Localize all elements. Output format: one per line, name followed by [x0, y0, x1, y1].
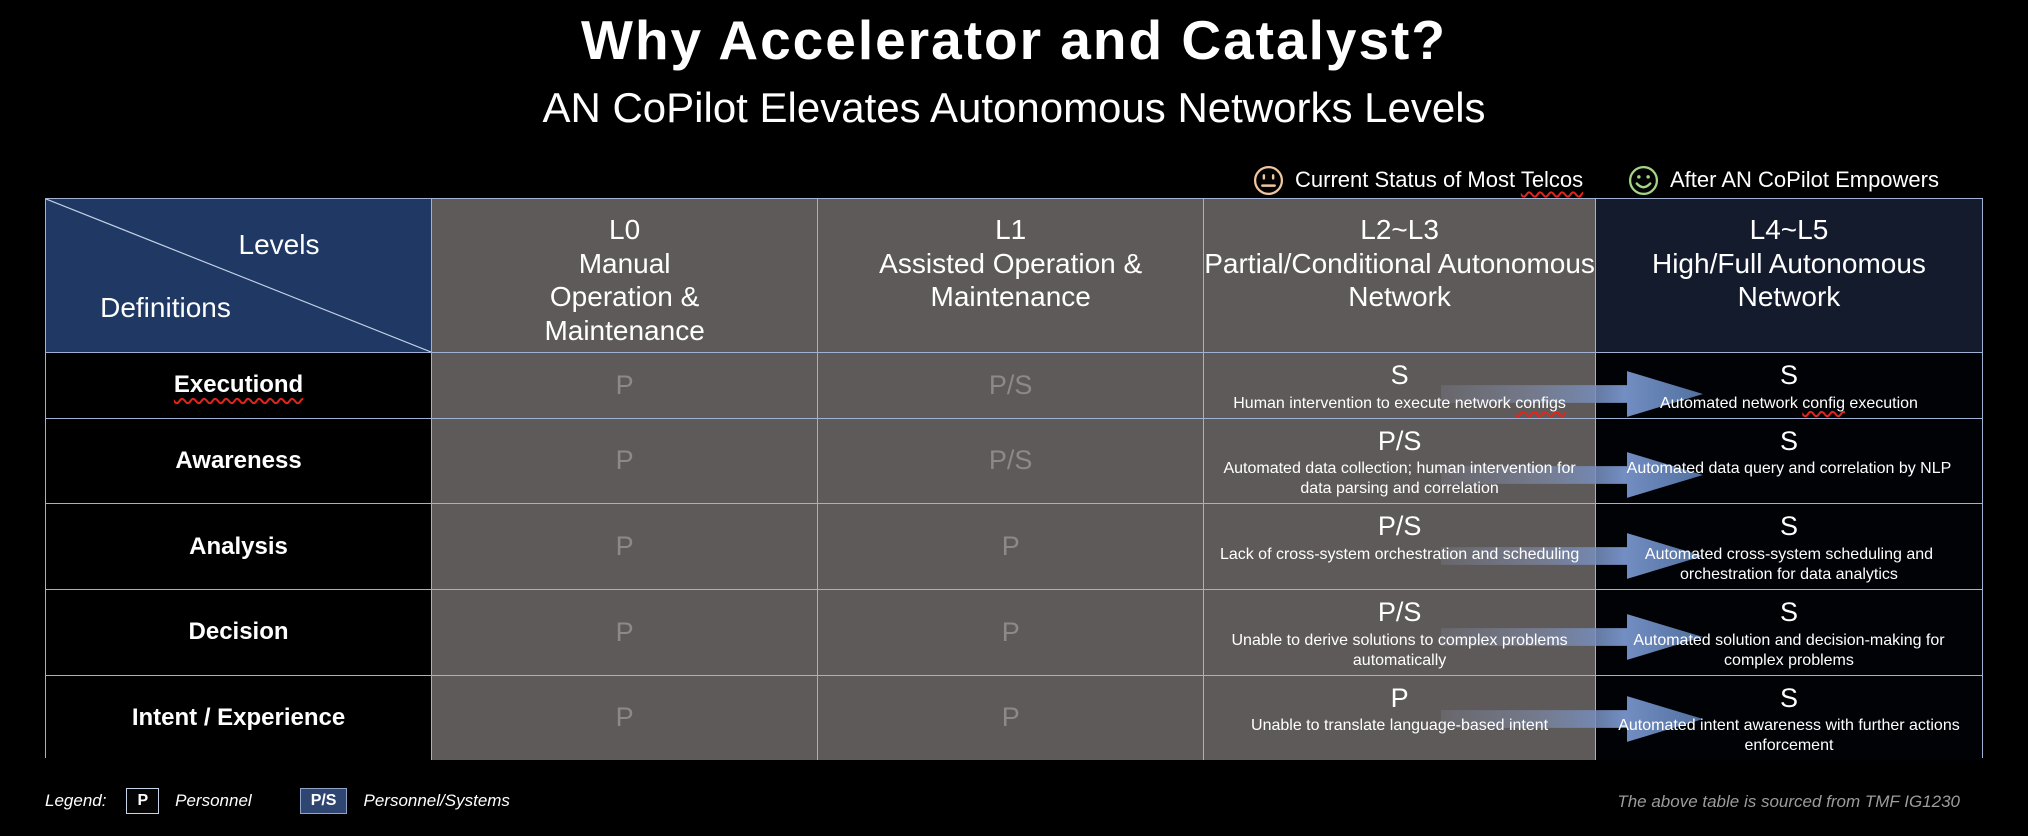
- cell-analysis-l4l5: S Automated cross-system scheduling and …: [1595, 504, 1982, 591]
- cell-intent-l2l3: P Unable to translate language-based int…: [1204, 675, 1596, 761]
- legend-personnel-label: Personnel: [175, 790, 252, 810]
- cell-description: Unable to derive solutions to complex pr…: [1231, 631, 1568, 669]
- status-current-label: Current Status of Most Telcos: [1295, 167, 1584, 192]
- page-title: Why Accelerator and Catalyst?: [581, 9, 1447, 71]
- corner-definitions-label: Definitions: [100, 292, 231, 323]
- page-subtitle: AN CoPilot Elevates Autonomous Networks …: [542, 84, 1486, 131]
- column-header-l1: L1 Assisted Operation & Maintenance: [818, 199, 1205, 353]
- cell-description: Human intervention to execute network co…: [1233, 394, 1566, 412]
- status-legend-current: Current Status of Most Telcos: [1252, 161, 1583, 199]
- legend-personnel-systems-symbol: P/S: [299, 788, 348, 814]
- source-note: The above table is sourced from TMF IG12…: [1617, 792, 1960, 811]
- cell-intent-l4l5: S Automated intent awareness with furthe…: [1595, 675, 1982, 761]
- smiley-face-icon: [1628, 165, 1659, 195]
- legend-personnel-systems-label: Personnel/Systems: [363, 790, 510, 810]
- status-after-label: After AN CoPilot Empowers: [1670, 167, 1939, 192]
- cell-decision-l0: P: [432, 590, 819, 676]
- column-header-l4l5: L4~L5 High/Full Autonomous Network: [1595, 199, 1982, 353]
- row-label-intent-experience: Intent / Experience: [46, 675, 433, 761]
- cell-description: Automated solution and decision-making f…: [1633, 631, 1945, 669]
- cell-description: Automated data collection; human interve…: [1223, 460, 1576, 498]
- column-header-l2l3: L2~L3 Partial/Conditional Autonomous Net…: [1204, 199, 1596, 353]
- cell-description: Unable to translate language-based inten…: [1251, 717, 1549, 735]
- cell-decision-l2l3: P/S Unable to derive solutions to comple…: [1204, 590, 1596, 676]
- cell-execution-l0: P: [432, 353, 819, 419]
- cell-decision-l1: P: [818, 590, 1205, 676]
- cell-description: Automated network config execution: [1659, 394, 1918, 412]
- cell-execution-l1: P/S: [818, 353, 1205, 419]
- symbol-legend: Legend: P Personnel P/S Personnel/System…: [45, 788, 510, 814]
- misspelled-word: Telcos: [1520, 167, 1584, 192]
- cell-description: Automated data query and correlation by …: [1626, 460, 1952, 478]
- cell-awareness-l0: P: [432, 418, 819, 505]
- cell-description: Lack of cross-system orchestration and s…: [1219, 546, 1580, 564]
- cell-awareness-l4l5: S Automated data query and correlation b…: [1595, 418, 1982, 505]
- cell-decision-l4l5: S Automated solution and decision-making…: [1595, 590, 1982, 676]
- cell-analysis-l2l3: P/S Lack of cross-system orchestration a…: [1204, 504, 1596, 591]
- diagonal-divider: [46, 199, 431, 352]
- cell-analysis-l0: P: [432, 504, 819, 591]
- cell-analysis-l1: P: [818, 504, 1205, 591]
- cell-awareness-l1: P/S: [818, 418, 1205, 505]
- row-label-execution: Executiond: [46, 353, 433, 419]
- cell-description: Automated cross-system scheduling and or…: [1644, 546, 1934, 584]
- cell-intent-l0: P: [432, 675, 819, 761]
- autonomous-levels-table: Levels Definitions L0 Manual Operation &…: [45, 198, 1983, 761]
- row-label-awareness: Awareness: [46, 418, 433, 505]
- neutral-face-icon: [1253, 165, 1284, 195]
- cell-description: Automated intent awareness with further …: [1618, 717, 1960, 755]
- corner-levels-label: Levels: [238, 229, 320, 260]
- legend-personnel-symbol: P: [126, 788, 160, 814]
- corner-header-cell: Levels Definitions: [46, 199, 433, 353]
- status-legend-after: After AN CoPilot Empowers: [1627, 161, 1939, 199]
- column-header-l0: L0 Manual Operation & Maintenance: [432, 199, 819, 353]
- cell-intent-l1: P: [818, 675, 1205, 761]
- row-label-analysis: Analysis: [46, 504, 433, 591]
- row-label-decision: Decision: [46, 590, 433, 676]
- cell-awareness-l2l3: P/S Automated data collection; human int…: [1204, 418, 1596, 505]
- legend-title: Legend:: [45, 790, 107, 810]
